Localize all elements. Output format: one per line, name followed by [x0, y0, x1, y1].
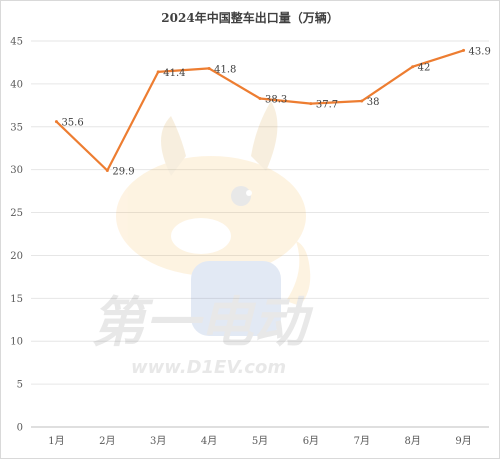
data-label: 29.9 [112, 167, 134, 178]
data-point [360, 99, 364, 103]
y-tick-label: 0 [17, 423, 23, 434]
x-tick-label: 1月 [48, 435, 64, 447]
data-point [156, 70, 160, 74]
x-tick-label: 5月 [252, 435, 268, 447]
data-label: 43.9 [469, 46, 491, 57]
watermark: 第一电动 www.D1EV.com [91, 101, 314, 378]
y-tick-label: 5 [17, 380, 23, 391]
data-labels: 35.6 29.9 41.4 41.8 38.3 37.7 38 42 43.9 [61, 46, 490, 177]
mascot-logo [116, 101, 311, 336]
x-tick-label: 3月 [150, 435, 166, 447]
y-tick-label: 10 [10, 337, 23, 348]
data-label: 41.4 [163, 68, 185, 79]
data-point [207, 66, 211, 70]
x-tick-label: 4月 [201, 435, 217, 447]
y-tick-label: 40 [10, 79, 23, 90]
data-point [411, 65, 415, 69]
y-tick-label: 20 [10, 251, 23, 262]
y-tick-label: 25 [10, 208, 23, 219]
data-point [105, 169, 109, 173]
data-label: 37.7 [316, 100, 338, 111]
x-axis: 1月 2月 3月 4月 5月 6月 7月 8月 9月 [48, 435, 471, 447]
y-tick-label: 35 [10, 122, 23, 133]
watermark-brand: 第一电动 [91, 291, 314, 354]
data-label: 38 [367, 97, 380, 108]
data-point [462, 48, 466, 52]
y-axis: 0 5 10 15 20 25 30 35 40 45 [10, 37, 23, 434]
x-tick-label: 9月 [455, 435, 471, 447]
y-tick-label: 30 [10, 165, 23, 176]
data-label: 38.3 [265, 94, 287, 105]
watermark-url: www.D1EV.com [131, 357, 286, 378]
x-tick-label: 8月 [404, 435, 420, 447]
series-layer [54, 48, 466, 173]
chart-title: 2024年中国整车出口量（万辆） [161, 10, 338, 25]
data-point [258, 96, 262, 100]
data-label: 41.8 [214, 64, 236, 75]
x-tick-label: 6月 [303, 435, 319, 447]
data-point [54, 120, 58, 124]
data-label: 35.6 [61, 118, 83, 129]
data-point [309, 102, 313, 106]
x-tick-label: 7月 [354, 435, 370, 447]
y-tick-label: 15 [10, 294, 23, 305]
x-tick-label: 2月 [99, 435, 115, 447]
data-label: 42 [418, 63, 431, 74]
y-tick-label: 45 [10, 37, 23, 48]
